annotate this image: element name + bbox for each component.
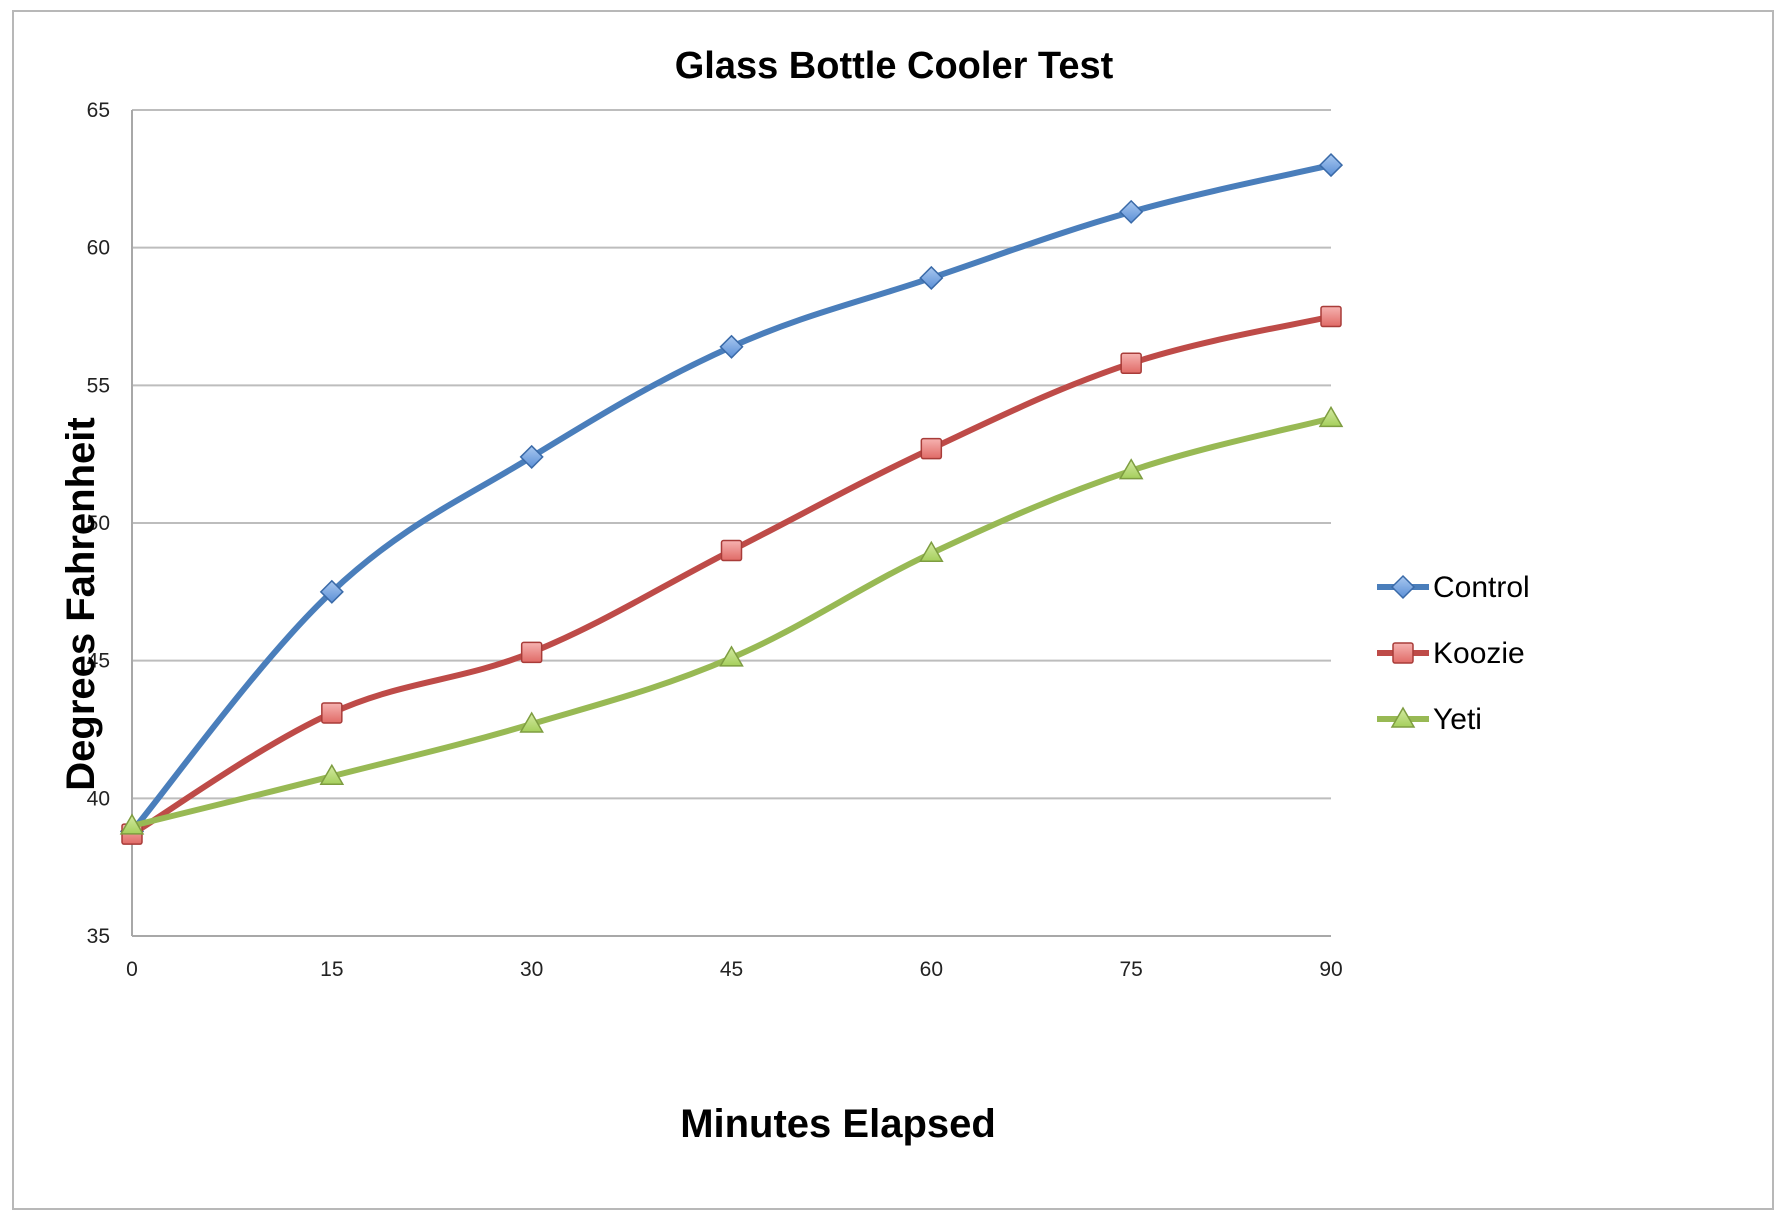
series-layer <box>119 153 1344 845</box>
y-tick-label: 65 <box>87 99 110 122</box>
data-point <box>919 265 944 291</box>
data-point <box>919 540 944 563</box>
data-point <box>321 702 343 724</box>
x-tick-label: 60 <box>920 958 943 981</box>
data-point <box>1320 305 1342 328</box>
series-line <box>129 415 1334 829</box>
axis-layer <box>131 110 1331 937</box>
y-tick-label: 40 <box>87 787 110 810</box>
x-axis-title: Minutes Elapsed <box>680 1102 996 1146</box>
legend-label: Control <box>1433 571 1530 604</box>
x-tick-label: 45 <box>720 958 743 981</box>
data-point <box>519 711 544 733</box>
data-point <box>319 763 345 786</box>
legend: Control Koozie Yeti <box>1377 571 1530 736</box>
data-point <box>1318 153 1344 178</box>
data-point <box>719 334 744 359</box>
legend-marker <box>1390 706 1416 728</box>
y-tick-label: 50 <box>87 512 110 535</box>
data-point <box>1118 458 1144 480</box>
y-tick-label: 45 <box>87 650 110 673</box>
y-tick-label: 55 <box>87 374 110 397</box>
y-axis-title: Degrees Fahrenheit <box>59 417 103 790</box>
data-point <box>520 641 543 664</box>
legend-item-koozie: Koozie <box>1377 637 1525 670</box>
data-point <box>720 539 743 562</box>
data-point <box>1120 352 1142 375</box>
legend-marker <box>1390 574 1416 600</box>
data-point <box>1318 405 1344 428</box>
chart-frame: Glass Bottle Cooler Test 35 40 45 50 55 60 65 … <box>12 10 1774 1210</box>
x-tick-label: 90 <box>1319 958 1342 981</box>
y-tick-label: 35 <box>87 925 110 948</box>
series-yeti <box>119 405 1344 835</box>
data-point <box>519 444 544 469</box>
x-tick-label: 75 <box>1119 958 1142 981</box>
data-point <box>719 645 744 667</box>
y-tick-label: 60 <box>87 237 110 260</box>
grid-layer <box>132 109 1331 800</box>
data-point <box>920 437 943 460</box>
x-tick-label: 15 <box>320 958 343 981</box>
data-point <box>1119 199 1144 224</box>
data-point <box>119 813 145 835</box>
series-line <box>129 313 1334 838</box>
legend-item-yeti: Yeti <box>1377 703 1482 736</box>
x-tick-label: 30 <box>520 958 543 981</box>
y-tick-labels: 35 40 45 50 55 60 65 <box>87 99 110 948</box>
line-chart: Glass Bottle Cooler Test 35404550556065 … <box>59 45 1530 1146</box>
legend-label: Koozie <box>1433 637 1525 670</box>
series-line <box>129 162 1334 835</box>
legend-label: Yeti <box>1433 703 1482 736</box>
x-tick-labels: 0 15 30 45 60 75 90 <box>126 958 1343 981</box>
series-control <box>119 153 1344 844</box>
legend-item-control: Control <box>1377 571 1530 604</box>
series-koozie <box>121 305 1342 845</box>
legend-marker <box>1392 642 1414 664</box>
x-tick-label: 0 <box>126 958 138 981</box>
data-point <box>319 579 344 604</box>
chart-title: Glass Bottle Cooler Test <box>675 45 1114 87</box>
